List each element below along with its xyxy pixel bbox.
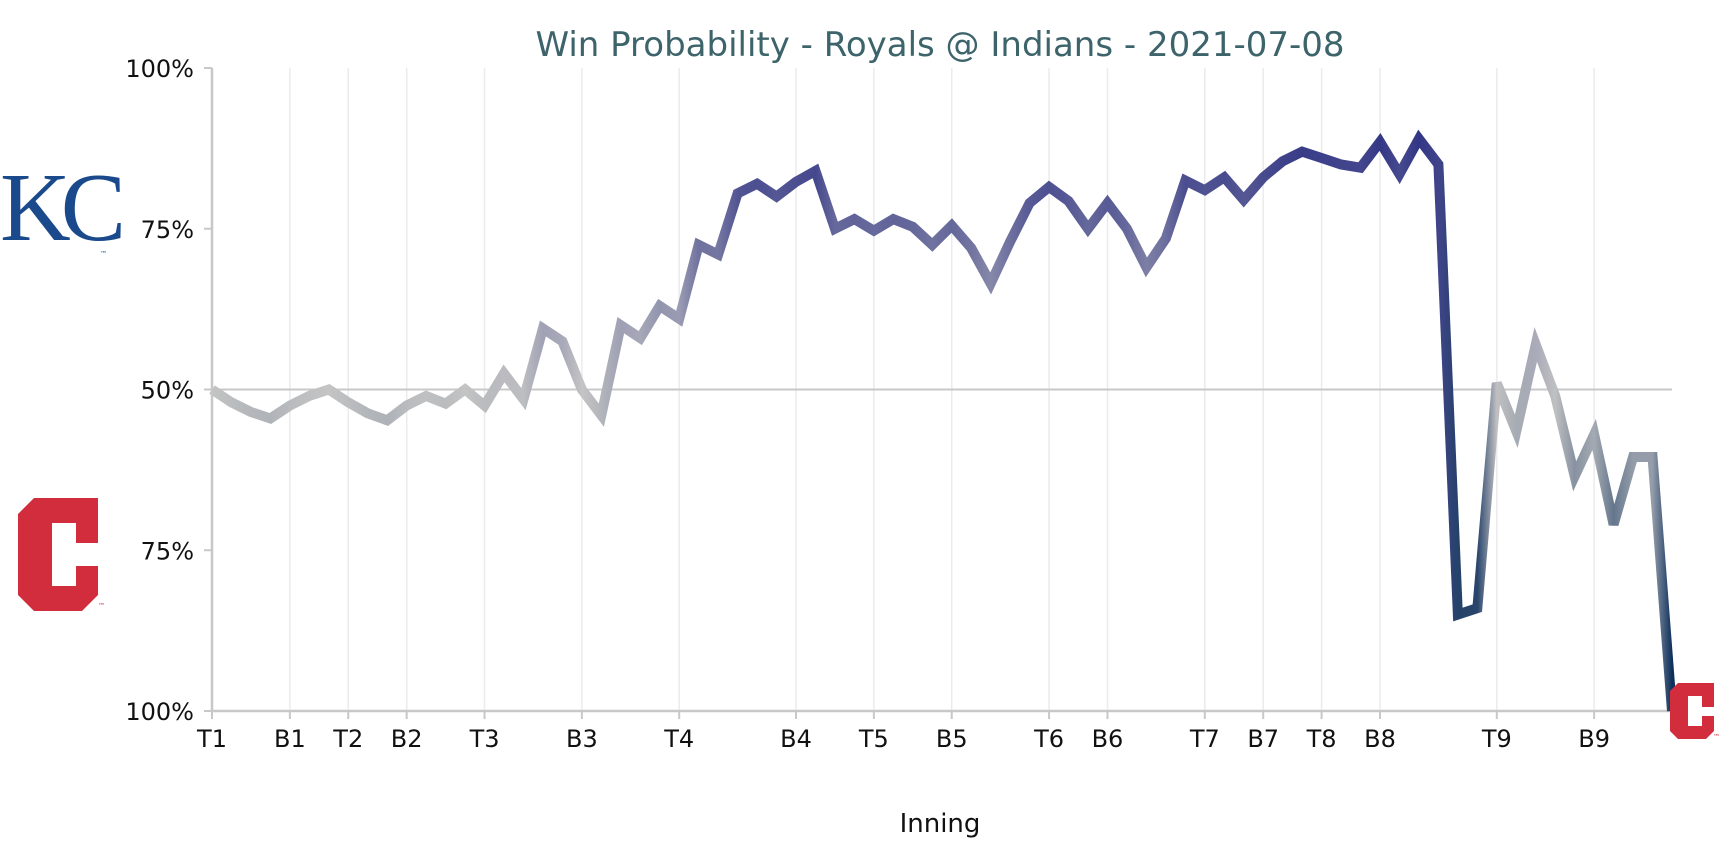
x-axis-ticks: T1 B1 T2 B2 T3 B3 T4 B4 T5 B5 T6 B6 T7 B7 T8 B8 T9 B9 [196,711,1610,753]
chart-title: Win Probability - Royals @ Indians - 202… [535,25,1344,65]
x-tick-label-B4: B4 [780,725,812,753]
x-tick-label-T2: T2 [332,725,363,753]
end-marker-logo: ™ [1670,683,1720,741]
x-tick-label-T6: T6 [1033,725,1064,753]
x-tick-label-T1: T1 [196,725,227,753]
series-line [209,129,1677,712]
royals-trademark: ™ [100,250,107,258]
y-tick-label-0: 100% [125,55,194,83]
x-tick-label-B3: B3 [566,725,598,753]
end-marker-trademark: ™ [1713,733,1720,741]
x-tick-label-B8: B8 [1364,725,1396,753]
x-tick-label-B5: B5 [936,725,968,753]
royals-logo: KC ™ [0,154,131,262]
indians-logo-c [18,498,98,611]
y-tick-label-4: 100% [125,698,194,726]
royals-logo-letters: KC [0,154,121,262]
x-tick-label-T3: T3 [469,725,500,753]
x-tick-label-T4: T4 [663,725,694,753]
end-marker-c [1670,683,1714,739]
y-tick-label-3: 75% [141,537,194,565]
x-tick-label-T5: T5 [858,725,889,753]
x-tick-label-B6: B6 [1092,725,1124,753]
x-tick-label-B9: B9 [1578,725,1610,753]
y-tick-label-2: 50% [141,377,194,405]
x-tick-label-B7: B7 [1247,725,1279,753]
series-path [209,129,1677,712]
x-tick-label-B1: B1 [274,725,306,753]
x-tick-label-T8: T8 [1306,725,1337,753]
indians-logo: ™ [18,498,105,611]
indians-trademark: ™ [98,602,105,610]
x-tick-label-B2: B2 [391,725,423,753]
x-tick-label-T9: T9 [1481,725,1512,753]
y-axis-ticks: 100% 75% 50% 75% 100% [125,55,212,726]
x-axis-label: Inning [900,809,981,839]
y-tick-label-1: 75% [141,216,194,244]
x-tick-label-T7: T7 [1189,725,1220,753]
